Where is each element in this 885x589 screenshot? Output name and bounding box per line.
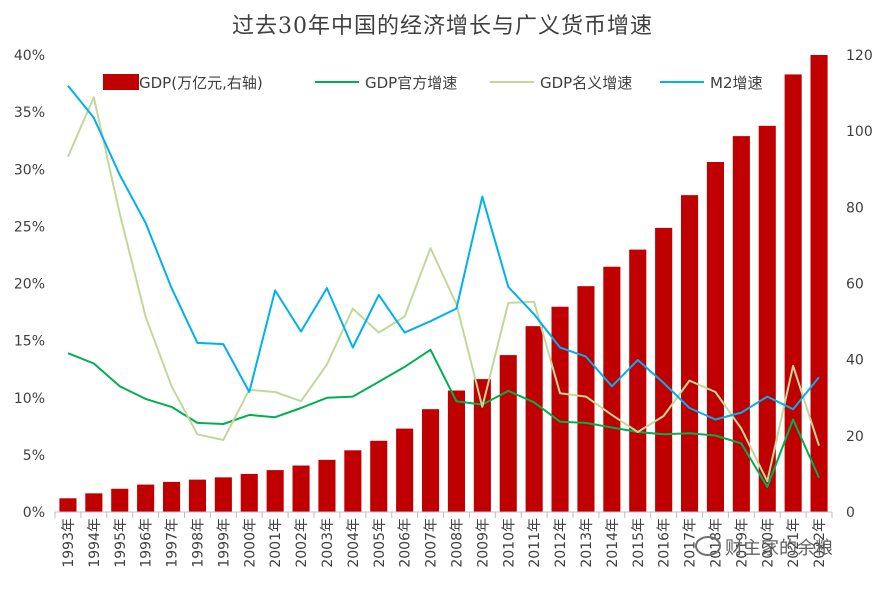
x-tick-label: 1993年: [61, 518, 77, 568]
x-tick-label: 2011年: [527, 518, 543, 568]
chart-title: 过去30年中国的经济增长与广义货币增速: [232, 14, 653, 39]
bar-2016年: [655, 227, 673, 512]
y-right-tick-label: 0: [846, 505, 855, 521]
bar-2007年: [422, 409, 440, 512]
x-tick-label: 2003年: [320, 518, 336, 568]
y-left-tick-label: 10%: [14, 391, 45, 407]
bar-1995年: [111, 488, 129, 512]
x-tick-label: 2007年: [424, 518, 440, 568]
y-left-tick-label: 30%: [14, 162, 45, 178]
bar-2001年: [266, 470, 284, 512]
x-tick-label: 2019年: [734, 518, 750, 568]
bar-2004年: [344, 450, 362, 512]
x-tick-label: 2001年: [268, 518, 284, 568]
x-tick-label: 1997年: [165, 518, 181, 568]
bar-2018年: [706, 162, 724, 512]
bar-1998年: [188, 479, 206, 512]
watermark: 财主家的余粮: [695, 534, 833, 560]
bar-1996年: [137, 484, 155, 512]
bar-2021年: [784, 74, 802, 512]
x-tick-label: 1999年: [216, 518, 232, 568]
bar-2000年: [240, 473, 258, 512]
bar-2010年: [499, 355, 517, 512]
x-tick-label: 1994年: [87, 518, 103, 568]
x-tick-label: 2017年: [683, 518, 699, 568]
bar-2014年: [603, 266, 621, 512]
y-right-tick-label: 80: [846, 200, 864, 216]
bar-1993年: [59, 498, 77, 512]
bar-1997年: [163, 481, 181, 512]
line-series-0: [67, 348, 820, 488]
x-tick-label: 2010年: [501, 518, 517, 568]
x-tick-label: 2002年: [294, 518, 310, 568]
x-tick-label: 2015年: [631, 518, 647, 568]
bar-2011年: [525, 326, 543, 512]
wechat-icon: [695, 536, 721, 556]
bar-2019年: [732, 136, 750, 512]
bar-2022年: [810, 55, 828, 512]
y-left-tick-label: 15%: [14, 334, 45, 350]
bar-2020年: [758, 125, 776, 512]
bar-2013年: [577, 286, 595, 512]
line-series-2: [67, 85, 820, 421]
x-tick-label: 2022年: [812, 518, 828, 568]
watermark-text: 财主家的余粮: [725, 538, 833, 559]
y-left-tick-label: 0%: [23, 505, 45, 521]
x-tick-label: 2000年: [242, 518, 258, 568]
y-left-tick-label: 5%: [23, 448, 45, 464]
bar-2009年: [473, 379, 491, 512]
y-left-tick-label: 20%: [14, 277, 45, 293]
x-tick-label: 1995年: [113, 518, 129, 568]
x-tick-label: 1998年: [190, 518, 206, 568]
legend-label: GDP官方增速: [365, 74, 457, 92]
x-tick-label: 2014年: [605, 518, 621, 568]
bar-2003年: [318, 459, 336, 512]
x-tick-label: 2005年: [372, 518, 388, 568]
y-left-tick-label: 35%: [14, 105, 45, 121]
x-tick-label: 2016年: [657, 518, 673, 568]
x-tick-label: 2006年: [398, 518, 414, 568]
x-tick-label: 2004年: [346, 518, 362, 568]
legend-swatch: [103, 74, 139, 90]
bar-1994年: [85, 493, 103, 512]
y-right-tick-label: 100: [846, 124, 873, 140]
bar-2008年: [447, 390, 465, 512]
x-tick-label: 2013年: [579, 518, 595, 568]
y-left-tick-label: 40%: [14, 48, 45, 64]
bar-2002年: [292, 465, 310, 512]
y-right-tick-label: 60: [846, 277, 864, 293]
x-tick-label: 1996年: [139, 518, 155, 568]
y-right-tick-label: 120: [846, 48, 873, 64]
x-tick-label: 2012年: [553, 518, 569, 568]
x-tick-label: 2020年: [760, 518, 776, 568]
y-right-tick-label: 20: [846, 429, 864, 445]
bar-2005年: [370, 440, 388, 512]
line-series-1: [67, 96, 820, 483]
legend-label: GDP名义增速: [540, 74, 632, 92]
bar-series-group: [59, 55, 828, 512]
bar-2012年: [551, 306, 569, 512]
legend-label: M2增速: [710, 74, 763, 92]
bar-2015年: [629, 249, 647, 512]
y-left-tick-label: 25%: [14, 219, 45, 235]
x-tick-label: 2008年: [449, 518, 465, 568]
legend-label: GDP(万亿元,右轴): [139, 74, 263, 92]
x-tick-label: 2021年: [786, 518, 802, 568]
x-tick-label: 2009年: [475, 518, 491, 568]
y-right-tick-label: 40: [846, 353, 864, 369]
bar-2006年: [396, 428, 414, 512]
bar-2017年: [681, 195, 699, 512]
bar-1999年: [214, 477, 232, 512]
